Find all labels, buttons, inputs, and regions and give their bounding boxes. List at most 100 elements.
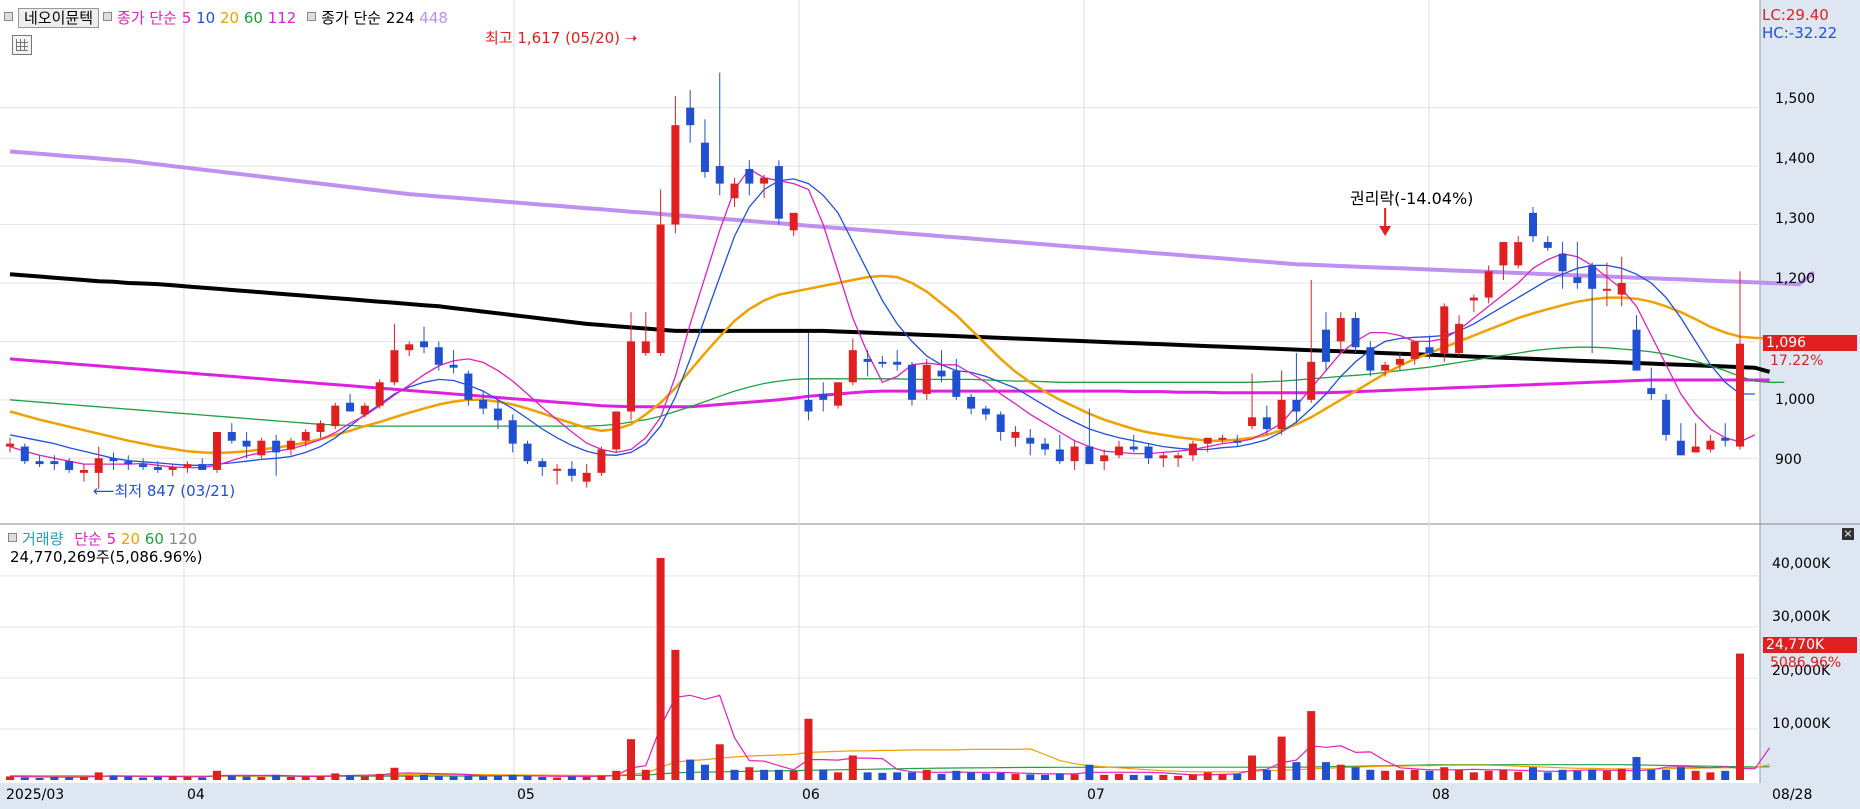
legend-toggle-icon[interactable]: [8, 533, 17, 542]
candle-body: [1381, 364, 1390, 371]
volume-bar: [1100, 774, 1109, 780]
candle-body: [553, 468, 562, 471]
candle-body: [893, 361, 902, 365]
candle-body: [686, 107, 695, 126]
candle-body: [183, 464, 192, 468]
vol-ma-value-5: 5: [106, 530, 117, 548]
volume-bar: [952, 770, 961, 780]
price-tick-1500: 1,500: [1775, 91, 1816, 107]
candle-body: [1262, 417, 1271, 430]
left-arrow-icon: ⟵: [93, 482, 115, 500]
volume-bar: [272, 775, 281, 780]
volume-bar: [6, 776, 14, 780]
volume-ma-label: 단순: [74, 530, 102, 548]
volume-bar: [183, 776, 192, 780]
candle-body: [774, 166, 783, 219]
volume-bar: [730, 769, 739, 780]
candle-body: [1277, 399, 1286, 430]
candle-body: [878, 361, 887, 364]
price-tick-1000: 1,000: [1775, 392, 1816, 408]
volume-bar: [20, 777, 29, 780]
candle-body: [1041, 443, 1050, 450]
volume-bar: [789, 770, 798, 780]
candle-body: [1647, 388, 1656, 394]
volume-bar: [1425, 770, 1434, 780]
volume-bar: [1248, 755, 1257, 780]
candle-body: [198, 464, 207, 470]
moving-average-lines: [9, 149, 1816, 469]
candle-body: [1676, 440, 1685, 456]
grid-settings-icon[interactable]: [12, 35, 32, 55]
candle-body: [1159, 455, 1168, 459]
candle-body: [375, 382, 384, 406]
volume-bar: [1602, 770, 1611, 780]
volume-bar: [1647, 769, 1656, 780]
candle-body: [405, 344, 414, 351]
candle-body: [390, 350, 399, 383]
candle-body: [1366, 347, 1375, 371]
volume-bar: [996, 772, 1005, 780]
vol-ma-value-120: 120: [168, 530, 198, 548]
volume-bar: [804, 718, 813, 780]
volume-bar: [434, 775, 443, 780]
candle-body: [1336, 318, 1345, 342]
candle-body: [597, 449, 606, 473]
candle-body: [1558, 253, 1567, 272]
low-annotation: ⟵최저 847 (03/21): [93, 480, 235, 501]
candle-body: [937, 370, 946, 377]
candle-body: [6, 443, 14, 447]
date-axis-background: [0, 783, 1860, 809]
volume-bar: [1129, 774, 1138, 780]
close-icon[interactable]: ×: [1842, 527, 1854, 540]
volume-bar: [50, 776, 59, 780]
candle-body: [1410, 341, 1419, 359]
annotation-markers: [1379, 208, 1392, 236]
candle-body: [952, 370, 961, 397]
candle-body: [863, 358, 872, 362]
legend-toggle-icon[interactable]: [4, 12, 13, 21]
volume-bar: [375, 773, 384, 780]
volume-bar: [627, 739, 636, 780]
candle-body: [1055, 449, 1064, 462]
candle-body: [1129, 446, 1138, 450]
high-annotation: 최고 1,617 (05/20) ➝: [485, 27, 637, 48]
candle-body: [612, 411, 621, 450]
candle-body: [715, 166, 724, 184]
candle-body: [464, 373, 473, 400]
volume-bar: [1588, 769, 1597, 780]
volume-bar: [35, 777, 44, 780]
volume-bar: [878, 772, 887, 780]
vol-ma-value-60: 60: [144, 530, 164, 548]
volume-summary: 24,770,269주(5,086.96%): [10, 548, 203, 566]
candle-body: [1307, 361, 1316, 400]
legend-toggle-icon[interactable]: [307, 12, 317, 21]
candle-body: [1174, 455, 1183, 459]
ma2-label: 종가 단순 224: [321, 9, 415, 27]
volume-bar: [301, 776, 310, 780]
candle-body: [1617, 282, 1626, 295]
volume-change-pct: 5086.96%: [1770, 655, 1842, 671]
volume-tick-30000k: 30,000K: [1772, 609, 1831, 625]
candle-body: [1070, 446, 1079, 462]
volume-bar: [316, 775, 325, 780]
volume-bar: [213, 770, 222, 780]
candle-body: [1395, 358, 1404, 365]
volume-bar: [582, 776, 591, 780]
volume-bar: [1203, 772, 1212, 780]
price-tick-900: 900: [1775, 452, 1802, 468]
volume-bar: [597, 775, 606, 780]
stock-name-button[interactable]: 네오이뮨텍: [18, 8, 100, 28]
candle-body: [1351, 318, 1360, 348]
volume-bar: [1617, 768, 1626, 780]
volume-bar: [1736, 653, 1744, 780]
grid-lines: [0, 0, 1760, 783]
volume-bar: [508, 774, 517, 780]
candle-body: [1218, 437, 1227, 440]
candle-body: [789, 212, 798, 231]
volume-bar: [139, 777, 148, 780]
legend-toggle-icon[interactable]: [103, 12, 113, 21]
volume-bar: [1218, 774, 1227, 780]
candle-body: [1706, 440, 1715, 450]
